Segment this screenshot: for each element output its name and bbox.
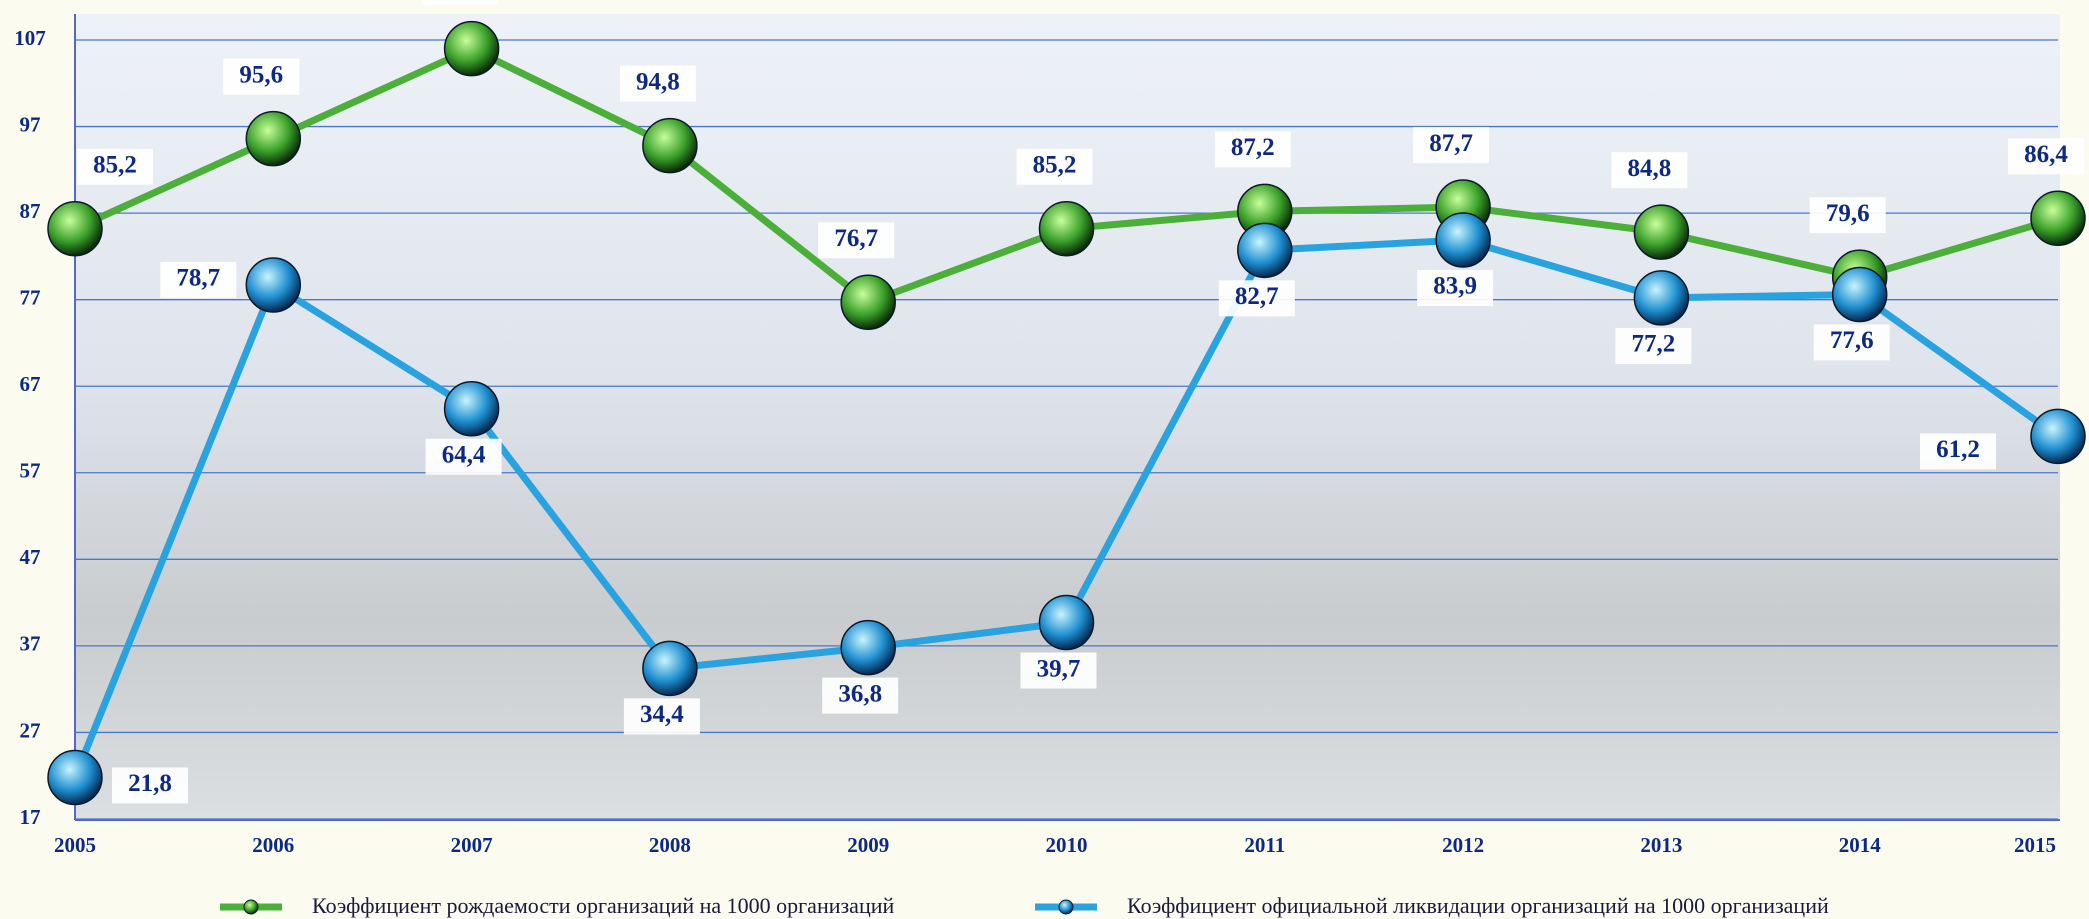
data-point — [643, 641, 697, 695]
value-label: 21,8 — [128, 770, 172, 797]
y-tick-label: 87 — [20, 199, 41, 223]
value-label: 79,6 — [1826, 200, 1870, 227]
value-label: 85,2 — [93, 151, 137, 178]
value-label: 87,7 — [1429, 130, 1473, 157]
legend-marker — [244, 900, 258, 914]
y-tick-label: 97 — [20, 112, 41, 136]
value-label: 87,2 — [1231, 134, 1275, 161]
data-point — [1833, 267, 1887, 321]
data-point — [2031, 191, 2085, 245]
value-label: 76,7 — [834, 225, 878, 252]
x-tick-label: 2009 — [847, 833, 889, 857]
legend-label: Коэффициент официальной ликвидации орган… — [1127, 893, 1829, 918]
value-label: 64,4 — [442, 441, 486, 468]
value-label: 77,2 — [1632, 331, 1676, 358]
x-tick-label: 2011 — [1244, 833, 1285, 857]
value-label: 86,4 — [2024, 141, 2068, 168]
y-tick-label: 47 — [20, 545, 41, 569]
data-point — [1634, 271, 1688, 325]
x-tick-label: 2015 — [2014, 833, 2056, 857]
data-point — [1040, 596, 1094, 650]
x-tick-label: 2013 — [1640, 833, 1682, 857]
value-label-box — [422, 0, 498, 5]
plot-background — [75, 14, 2060, 820]
x-tick-label: 2010 — [1046, 833, 1088, 857]
data-point — [841, 275, 895, 329]
value-label: 84,8 — [1628, 155, 1672, 182]
data-point — [445, 22, 499, 76]
x-tick-label: 2005 — [54, 833, 96, 857]
data-point — [841, 621, 895, 675]
value-label: 85,2 — [1033, 151, 1077, 178]
data-point — [246, 112, 300, 166]
x-tick-label: 2014 — [1839, 833, 1882, 857]
y-tick-label: 17 — [20, 805, 41, 829]
value-label: 94,8 — [636, 68, 680, 95]
y-tick-label: 107 — [14, 26, 46, 50]
legend-label: Коэффициент рождаемости организаций на 1… — [312, 893, 894, 918]
value-label: 77,6 — [1830, 327, 1874, 354]
x-tick-label: 2008 — [649, 833, 691, 857]
x-tick-label: 2012 — [1442, 833, 1484, 857]
x-tick-label: 2006 — [252, 833, 294, 857]
data-point — [246, 258, 300, 312]
value-label: 34,4 — [640, 701, 684, 728]
value-label: 61,2 — [1936, 436, 1980, 463]
y-tick-label: 67 — [20, 372, 41, 396]
data-point — [643, 119, 697, 173]
value-label: 95,6 — [239, 61, 283, 88]
legend-marker — [1059, 900, 1073, 914]
data-point — [1238, 223, 1292, 277]
data-point — [445, 382, 499, 436]
data-point — [48, 202, 102, 256]
data-point — [1436, 213, 1490, 267]
value-label: 39,7 — [1037, 655, 1081, 682]
data-point — [2031, 409, 2085, 463]
data-point — [48, 750, 102, 804]
x-tick-label: 2007 — [451, 833, 493, 857]
chart: 17 27 37 47 57 67 77 87 97 107 2005 2006 2007 2008 200… — [0, 0, 2089, 919]
y-tick-label: 37 — [20, 632, 41, 656]
data-point — [1634, 205, 1688, 259]
value-label: 78,7 — [176, 265, 220, 292]
value-label: 82,7 — [1235, 283, 1279, 310]
value-label: 36,8 — [838, 680, 882, 707]
y-tick-label: 27 — [20, 718, 41, 742]
data-point — [1040, 202, 1094, 256]
y-tick-label: 77 — [20, 285, 41, 309]
value-label: 83,9 — [1433, 273, 1477, 300]
y-tick-label: 57 — [20, 459, 41, 483]
